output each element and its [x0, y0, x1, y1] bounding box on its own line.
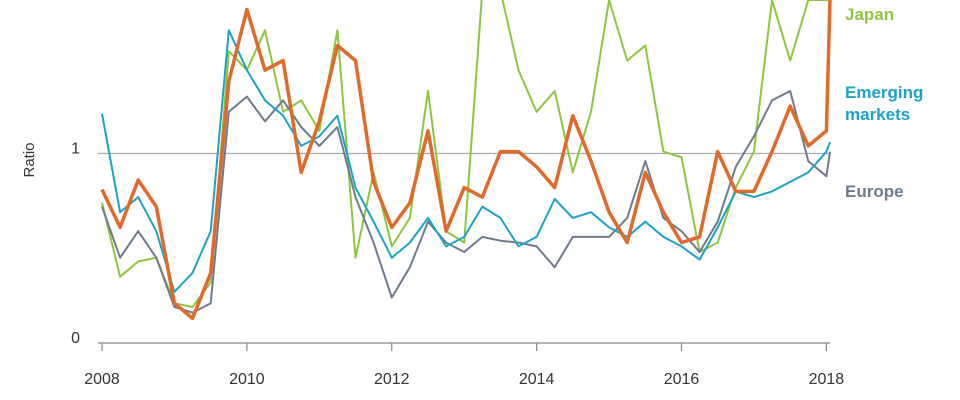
- x-tick-label: 2018: [809, 371, 845, 388]
- y-axis-label: Ratio: [21, 142, 38, 177]
- x-tick-label: 2010: [229, 371, 265, 388]
- x-tick-label: 2016: [664, 371, 700, 388]
- y-tick-label: 0: [71, 330, 80, 347]
- plot: [100, 0, 832, 321]
- x-tick-label: 2008: [84, 371, 120, 388]
- legend-label: Emerging markets: [845, 83, 924, 124]
- series-line: [101, 90, 831, 314]
- legend-label: Japan: [845, 5, 895, 24]
- series-line: [100, 0, 832, 321]
- series-line: [101, 0, 830, 308]
- x-tick-label: 2012: [374, 371, 410, 388]
- x-tick-label: 2014: [519, 371, 555, 388]
- legend-label: Europe: [845, 182, 904, 201]
- y-tick-label: 1: [71, 141, 80, 158]
- series-line: [101, 29, 831, 293]
